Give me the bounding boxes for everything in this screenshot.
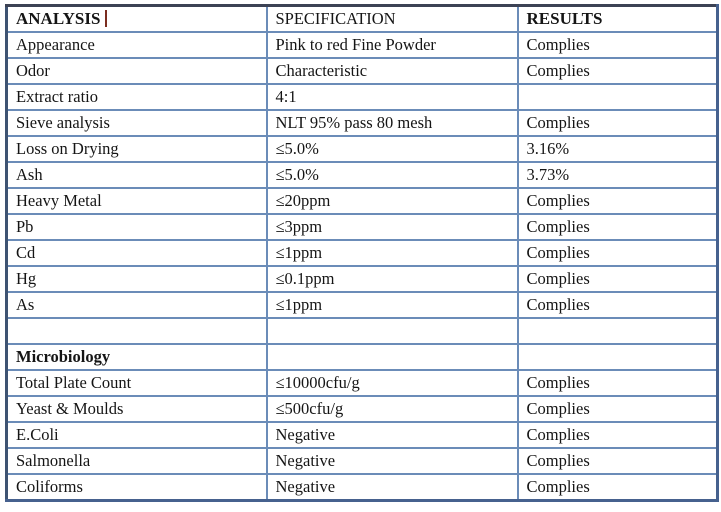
cell-results: Complies [516, 265, 719, 293]
red-cursor-artifact [105, 10, 108, 27]
cell-results [516, 343, 719, 371]
cell-specification: Pink to red Fine Powder [265, 31, 519, 59]
cell-specification: ≤5.0% [265, 135, 519, 163]
cell-results: Complies [516, 421, 719, 449]
cell-specification: ≤1ppm [265, 239, 519, 267]
table-row: Odor Characteristic Complies [5, 57, 719, 85]
cell-results: Complies [516, 369, 719, 397]
table-row: Cd ≤1ppm Complies [5, 239, 719, 267]
cell-analysis: Loss on Drying [5, 135, 268, 163]
column-header-results-label: RESULTS [526, 9, 603, 28]
header-row: ANALYSIS SPECIFICATION RESULTS [5, 4, 719, 33]
cell-results [516, 317, 719, 345]
table-row: Yeast & Moulds ≤500cfu/g Complies [5, 395, 719, 423]
table-row: Loss on Drying ≤5.0% 3.16% [5, 135, 719, 163]
cell-results: Complies [516, 239, 719, 267]
column-header-analysis: ANALYSIS [5, 4, 268, 33]
cell-specification: ≤3ppm [265, 213, 519, 241]
table-row: Sieve analysis NLT 95% pass 80 mesh Compli… [5, 109, 719, 137]
cell-results: 3.73% [516, 161, 719, 189]
cell-specification: Negative [265, 473, 519, 502]
cell-specification: ≤500cfu/g [265, 395, 519, 423]
cell-specification: NLT 95% pass 80 mesh [265, 109, 519, 137]
cell-specification: ≤10000cfu/g [265, 369, 519, 397]
cell-analysis: Odor [5, 57, 268, 85]
cell-analysis: Coliforms [5, 473, 268, 502]
table-row: As ≤1ppm Complies [5, 291, 719, 319]
cell-specification: ≤20ppm [265, 187, 519, 215]
cell-analysis: E.Coli [5, 421, 268, 449]
cell-analysis: Appearance [5, 31, 268, 59]
cell-results: Complies [516, 187, 719, 215]
cell-results: Complies [516, 473, 719, 502]
table-row: Heavy Metal ≤20ppm Complies [5, 187, 719, 215]
cell-analysis: Ash [5, 161, 268, 189]
cell-analysis: Hg [5, 265, 268, 293]
cell-results [516, 83, 719, 111]
table-row: Ash ≤5.0% 3.73% [5, 161, 719, 189]
cell-analysis: Yeast & Moulds [5, 395, 268, 423]
cell-analysis: Extract ratio [5, 83, 268, 111]
cell-specification: ≤5.0% [265, 161, 519, 189]
table-row: Coliforms Negative Complies [5, 473, 719, 502]
cell-specification: ≤1ppm [265, 291, 519, 319]
cell-analysis: As [5, 291, 268, 319]
cell-analysis [5, 317, 268, 345]
cell-results: Complies [516, 447, 719, 475]
cell-specification: Negative [265, 421, 519, 449]
cell-analysis: Heavy Metal [5, 187, 268, 215]
column-header-analysis-label: ANALYSIS [16, 9, 101, 28]
table-row [5, 317, 719, 345]
coa-table-container: ANALYSIS SPECIFICATION RESULTS Appearanc… [5, 4, 719, 502]
column-header-specification-label: SPECIFICATION [275, 9, 396, 28]
table-row: Salmonella Negative Complies [5, 447, 719, 475]
cell-specification [265, 343, 519, 371]
cell-specification: Characteristic [265, 57, 519, 85]
column-header-specification: SPECIFICATION [265, 4, 519, 33]
cell-analysis: Salmonella [5, 447, 268, 475]
cell-results: Complies [516, 291, 719, 319]
analysis-table: ANALYSIS SPECIFICATION RESULTS Appearanc… [5, 4, 719, 502]
cell-results: Complies [516, 109, 719, 137]
cell-results: 3.16% [516, 135, 719, 163]
cell-results: Complies [516, 57, 719, 85]
table-row: E.Coli Negative Complies [5, 421, 719, 449]
table-row: Hg ≤0.1ppm Complies [5, 265, 719, 293]
cell-analysis: Pb [5, 213, 268, 241]
cell-specification [265, 317, 519, 345]
analysis-table-body: Appearance Pink to red Fine Powder Complie… [5, 31, 719, 502]
cell-results: Complies [516, 213, 719, 241]
cell-results: Complies [516, 395, 719, 423]
cell-analysis: Total Plate Count [5, 369, 268, 397]
cell-analysis: Sieve analysis [5, 109, 268, 137]
table-row: Extract ratio 4:1 [5, 83, 719, 111]
cell-analysis: Microbiology [5, 343, 268, 371]
table-row: Total Plate Count ≤10000cfu/g Complies [5, 369, 719, 397]
column-header-results: RESULTS [516, 4, 719, 33]
table-row: Pb ≤3ppm Complies [5, 213, 719, 241]
cell-results: Complies [516, 31, 719, 59]
cell-specification: 4:1 [265, 83, 519, 111]
table-row: Appearance Pink to red Fine Powder Complie… [5, 31, 719, 59]
analysis-table-header: ANALYSIS SPECIFICATION RESULTS [5, 4, 719, 33]
cell-specification: ≤0.1ppm [265, 265, 519, 293]
table-row: Microbiology [5, 343, 719, 371]
cell-specification: Negative [265, 447, 519, 475]
cell-analysis: Cd [5, 239, 268, 267]
